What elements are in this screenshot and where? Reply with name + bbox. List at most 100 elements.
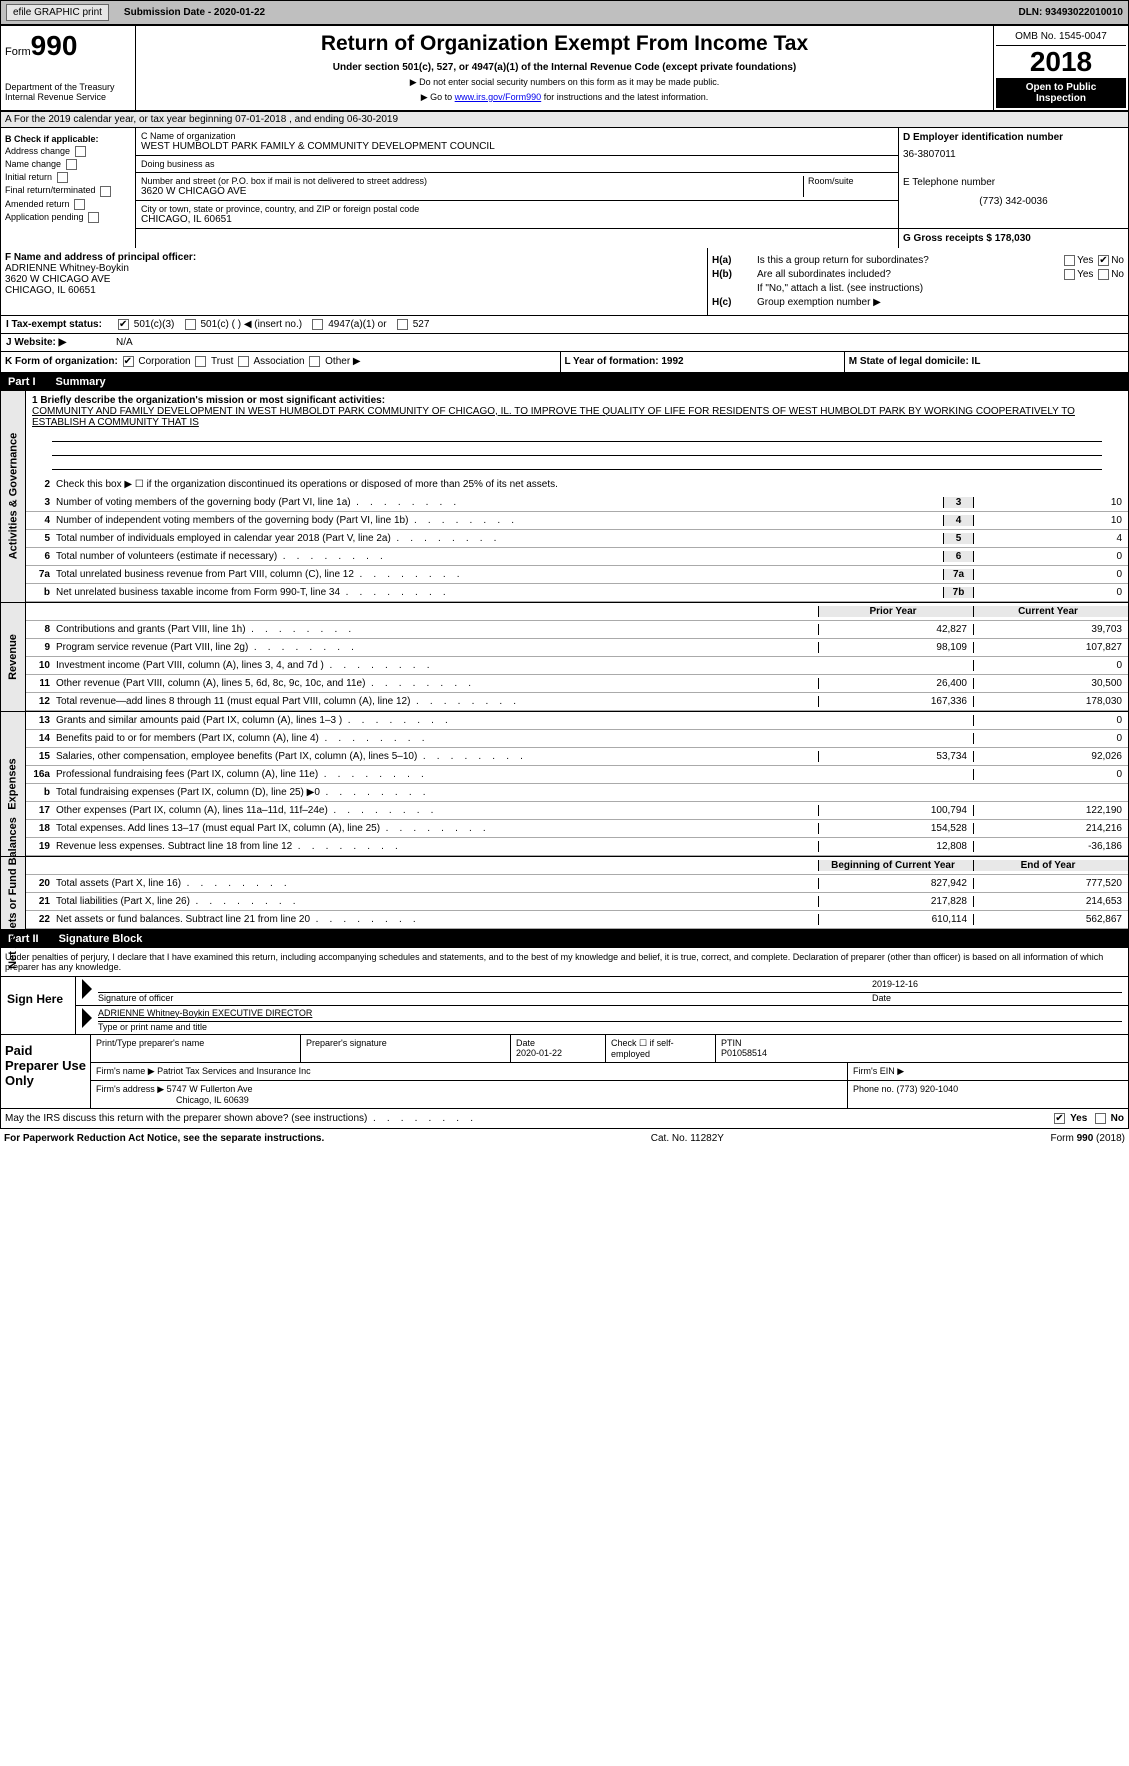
line-desc: Professional fundraising fees (Part IX, … <box>56 767 818 782</box>
side-expenses: Expenses <box>7 758 19 809</box>
prior-value: 42,827 <box>818 624 973 635</box>
line-desc: Total expenses. Add lines 13–17 (must eq… <box>56 821 818 836</box>
prior-value: 98,109 <box>818 642 973 653</box>
part2-header: Part IISignature Block <box>0 930 1129 948</box>
current-value: 0 <box>973 660 1128 671</box>
checkbox[interactable] <box>66 159 77 170</box>
line-desc: Grants and similar amounts paid (Part IX… <box>56 713 818 728</box>
current-value: 0 <box>973 733 1128 744</box>
line-desc: Total number of volunteers (estimate if … <box>56 549 943 564</box>
prior-value: 167,336 <box>818 696 973 707</box>
side-revenue: Revenue <box>7 634 19 680</box>
line-desc: Total revenue—add lines 8 through 11 (mu… <box>56 694 818 709</box>
hb-no-checkbox[interactable] <box>1098 269 1109 280</box>
officer-city: CHICAGO, IL 60651 <box>5 285 703 296</box>
assoc-checkbox[interactable] <box>238 356 249 367</box>
subtitle: Under section 501(c), 527, or 4947(a)(1)… <box>142 62 987 73</box>
line-value: 0 <box>973 569 1128 580</box>
form-prefix: Form <box>5 46 31 58</box>
current-value: 178,030 <box>973 696 1128 707</box>
discuss-no-checkbox[interactable] <box>1095 1113 1106 1124</box>
line-desc: Total assets (Part X, line 16) <box>56 876 818 891</box>
state-domicile: M State of legal domicile: IL <box>844 352 1128 371</box>
activities-block: Activities & Governance 1 Briefly descri… <box>0 391 1129 603</box>
hb-label: H(b) <box>712 269 757 280</box>
current-value: 92,026 <box>973 751 1128 762</box>
current-value: 214,216 <box>973 823 1128 834</box>
org-name: WEST HUMBOLDT PARK FAMILY & COMMUNITY DE… <box>141 141 893 152</box>
penalty-text: Under penalties of perjury, I declare th… <box>0 948 1129 977</box>
line-value: 0 <box>973 551 1128 562</box>
current-value: 30,500 <box>973 678 1128 689</box>
line-desc: Number of voting members of the governin… <box>56 495 943 510</box>
year-formation: L Year of formation: 1992 <box>560 352 844 371</box>
other-checkbox[interactable] <box>309 356 320 367</box>
line-value: 0 <box>973 587 1128 598</box>
current-value: -36,186 <box>973 841 1128 852</box>
ha-yes-checkbox[interactable] <box>1064 255 1075 266</box>
paperwork-notice: For Paperwork Reduction Act Notice, see … <box>4 1133 324 1144</box>
prior-value: 827,942 <box>818 878 973 889</box>
irs-link[interactable]: www.irs.gov/Form990 <box>455 92 542 102</box>
officer-typed-name: ADRIENNE Whitney-Boykin EXECUTIVE DIRECT… <box>98 1008 1122 1022</box>
checkbox[interactable] <box>88 212 99 223</box>
checkbox[interactable] <box>74 199 85 210</box>
501c-checkbox[interactable] <box>185 319 196 330</box>
current-value: 39,703 <box>973 624 1128 635</box>
hb-yes-checkbox[interactable] <box>1064 269 1075 280</box>
return-title: Return of Organization Exempt From Incom… <box>142 32 987 56</box>
line1-label: 1 Briefly describe the organization's mi… <box>32 395 385 406</box>
topbar: efile GRAPHIC print Submission Date - 20… <box>0 0 1129 25</box>
501c3-checkbox[interactable] <box>118 319 129 330</box>
firm-city: Chicago, IL 60639 <box>176 1095 249 1105</box>
prior-value: 100,794 <box>818 805 973 816</box>
type-name-label: Type or print name and title <box>98 1022 207 1032</box>
current-value: 0 <box>973 715 1128 726</box>
submission-date: Submission Date - 2020-01-22 <box>124 7 265 18</box>
irs: Internal Revenue Service <box>5 92 131 102</box>
line-desc: Benefits paid to or for members (Part IX… <box>56 731 818 746</box>
phone-label: E Telephone number <box>903 177 1124 188</box>
header-row: Form990 Department of the Treasury Inter… <box>0 25 1129 111</box>
cat-no: Cat. No. 11282Y <box>651 1133 724 1144</box>
ha-label: H(a) <box>712 255 757 266</box>
prior-year-hdr: Prior Year <box>818 606 973 617</box>
checkbox[interactable] <box>57 172 68 183</box>
block-bcd: B Check if applicable: Address change Na… <box>0 128 1129 248</box>
line-desc: Net unrelated business taxable income fr… <box>56 585 943 600</box>
trust-checkbox[interactable] <box>195 356 206 367</box>
ein-label: D Employer identification number <box>903 132 1124 143</box>
arrow-icon <box>82 979 92 999</box>
line-desc: Total liabilities (Part X, line 26) <box>56 894 818 909</box>
line-desc: Salaries, other compensation, employee b… <box>56 749 818 764</box>
line-desc: Total fundraising expenses (Part IX, col… <box>56 785 818 800</box>
corp-checkbox[interactable] <box>123 356 134 367</box>
line-desc: Other revenue (Part VIII, column (A), li… <box>56 676 818 691</box>
discuss-row: May the IRS discuss this return with the… <box>0 1109 1129 1129</box>
ha-no-checkbox[interactable] <box>1098 255 1109 266</box>
527-checkbox[interactable] <box>397 319 408 330</box>
checkbox[interactable] <box>75 146 86 157</box>
ha-text: Is this a group return for subordinates? <box>757 255 929 266</box>
discuss-yes-checkbox[interactable] <box>1054 1113 1065 1124</box>
form-footer: Form 990 (2018) <box>1050 1133 1125 1144</box>
ptin-value: P01058514 <box>721 1048 767 1058</box>
efile-button[interactable]: efile GRAPHIC print <box>6 4 109 21</box>
dept-treasury: Department of the Treasury <box>5 82 131 92</box>
prior-value: 12,808 <box>818 841 973 852</box>
line-desc: Revenue less expenses. Subtract line 18 … <box>56 839 818 854</box>
self-employed-check[interactable]: Check ☐ if self-employed <box>606 1035 716 1062</box>
expenses-block: Expenses 13Grants and similar amounts pa… <box>0 712 1129 857</box>
city-label: City or town, state or province, country… <box>141 204 893 214</box>
preparer-block: Paid Preparer Use Only Print/Type prepar… <box>0 1035 1129 1109</box>
tax-year: 2018 <box>996 46 1126 78</box>
checkbox[interactable] <box>100 186 111 197</box>
hb-text: Are all subordinates included? <box>757 269 891 280</box>
4947-checkbox[interactable] <box>312 319 323 330</box>
line-desc: Investment income (Part VIII, column (A)… <box>56 658 818 673</box>
prep-sig-label: Preparer's signature <box>301 1035 511 1062</box>
current-value: 214,653 <box>973 896 1128 907</box>
line-desc: Net assets or fund balances. Subtract li… <box>56 912 818 927</box>
line-desc: Number of independent voting members of … <box>56 513 943 528</box>
firm-name: Patriot Tax Services and Insurance Inc <box>157 1066 310 1076</box>
